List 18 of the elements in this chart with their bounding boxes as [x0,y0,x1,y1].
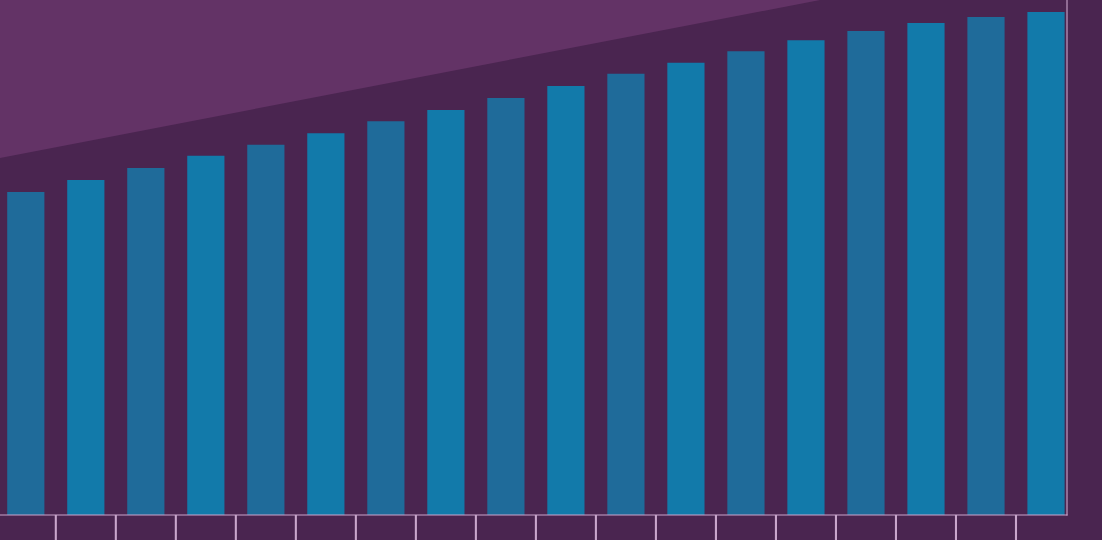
bar [547,85,585,515]
bar [67,180,105,515]
bar [667,62,705,515]
bar [847,31,885,515]
bar [7,192,45,515]
bar [907,23,945,515]
bar [427,110,465,515]
bar [367,121,405,515]
bar [1027,12,1065,515]
bar [967,17,1005,515]
bar [787,40,825,515]
bar [187,155,225,515]
bar [487,98,525,515]
bar [607,73,645,515]
bar [127,167,165,515]
bar [247,144,285,515]
bar [307,133,345,515]
bar [727,51,765,515]
